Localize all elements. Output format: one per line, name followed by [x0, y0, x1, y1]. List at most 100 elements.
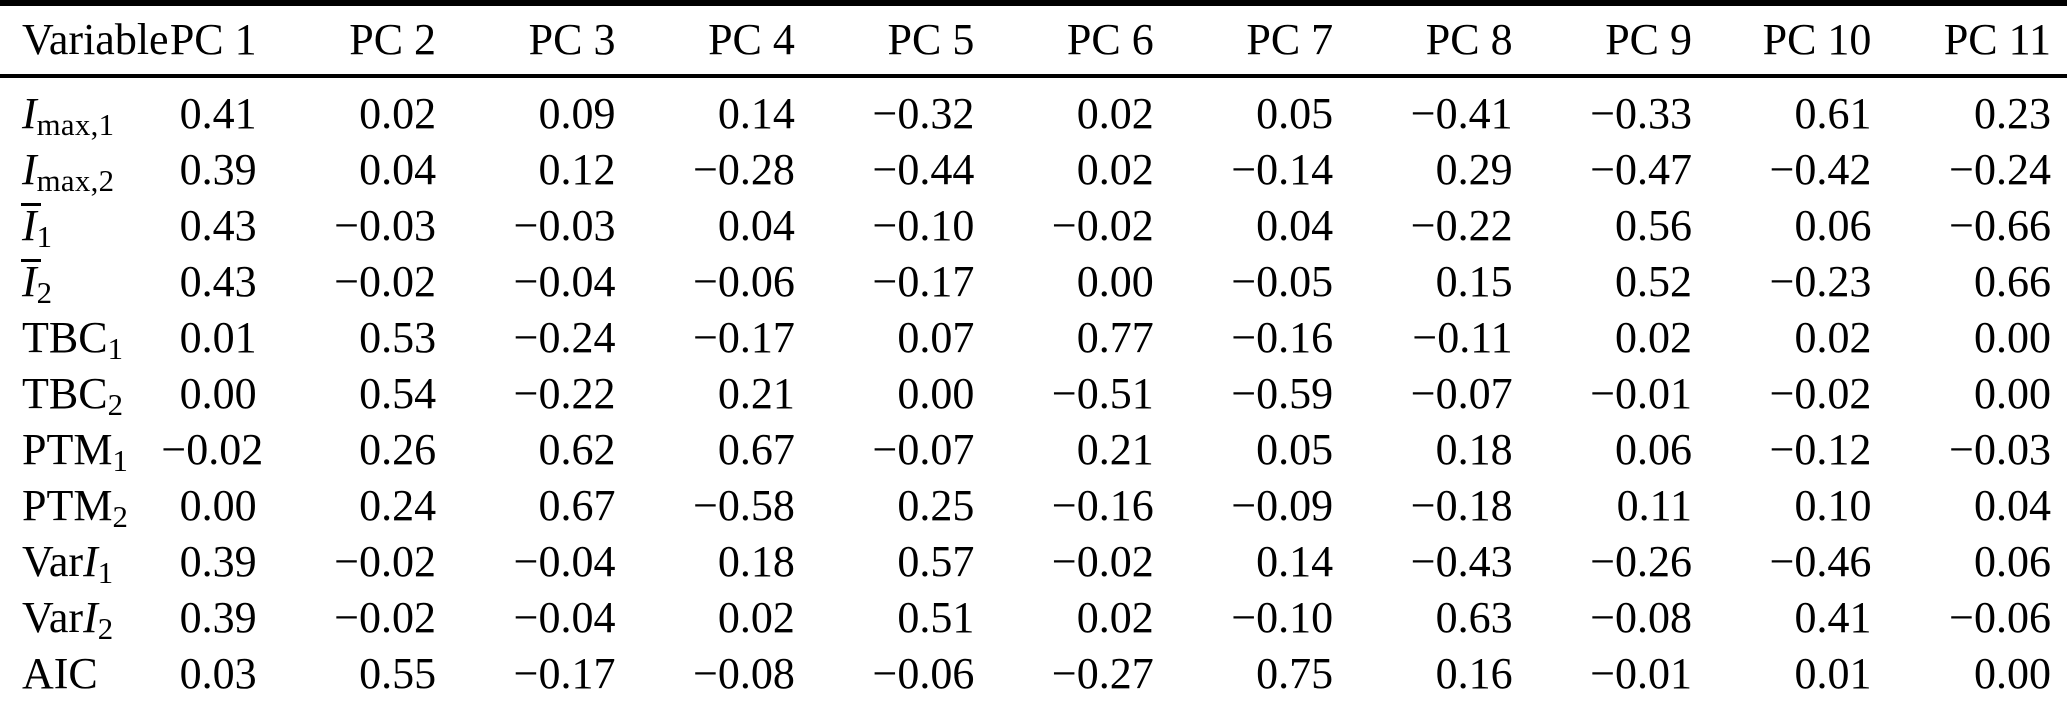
loading-value: 0.02 [1076, 145, 1154, 194]
variable-label-part: 2 [97, 611, 114, 646]
loading-value: 0.05 [1256, 425, 1334, 474]
loading-value: 0.10 [1794, 481, 1872, 530]
loading-value: −0.04 [513, 257, 616, 306]
variable-label: PTM2 [0, 478, 160, 534]
pc-column-header: PC 7 [1246, 15, 1334, 64]
loading-value: −0.44 [872, 145, 975, 194]
table-row: Imax,1 0.41 0.02 0.09 0.14 −0.32 0.02 0.05 −0.41… [0, 76, 2067, 142]
loading-value: 0.02 [717, 593, 795, 642]
loading-value: −0.02 [334, 537, 437, 586]
variable-label: Imax,1 [0, 76, 160, 142]
loading-value: −0.06 [1949, 593, 2051, 642]
loading-value: 0.57 [897, 537, 975, 586]
loading-value: 0.51 [897, 593, 975, 642]
loading-value: −0.07 [1410, 369, 1513, 418]
loading-value: 0.15 [1435, 257, 1513, 306]
loading-value: 0.77 [1076, 313, 1154, 362]
variable-label-part: I [22, 89, 37, 138]
loading-value: 0.39 [179, 145, 257, 194]
variable-label-part: 1 [36, 219, 53, 254]
loading-value: −0.10 [872, 201, 975, 250]
loading-value: 0.75 [1256, 649, 1334, 698]
variable-label-part: I [83, 537, 98, 586]
loading-value: 0.39 [179, 537, 257, 586]
variable-label-part: TBC [22, 313, 108, 362]
variable-label-part: 1 [107, 331, 124, 366]
loading-value: 0.12 [538, 145, 616, 194]
loading-value: 0.07 [897, 313, 975, 362]
loading-value: 0.24 [359, 481, 437, 530]
loading-value: −0.16 [1051, 481, 1154, 530]
loading-value: −0.03 [1949, 425, 2051, 474]
loading-value: 0.00 [179, 369, 257, 418]
variable-label: Imax,2 [0, 142, 160, 198]
pc-column-header: PC 2 [349, 15, 437, 64]
loading-value: 0.00 [897, 369, 975, 418]
variable-label-part: PTM [22, 425, 113, 474]
loading-value: −0.16 [1231, 313, 1334, 362]
loading-value: −0.09 [1231, 481, 1334, 530]
variable-label-part: max,1 [36, 107, 115, 142]
loading-value: −0.02 [1051, 537, 1154, 586]
loading-value: 0.00 [179, 481, 257, 530]
pc-column-header: PC 4 [708, 15, 795, 64]
loading-value: −0.01 [1590, 369, 1693, 418]
variable-label-part: PTM [22, 481, 113, 530]
loading-value: 0.02 [1794, 313, 1872, 362]
loading-value: −0.24 [513, 313, 616, 362]
variable-label-part: 1 [97, 555, 114, 590]
loading-value: 0.63 [1435, 593, 1513, 642]
loading-value: −0.22 [513, 369, 616, 418]
loading-value: 0.56 [1615, 201, 1693, 250]
loading-value: 0.52 [1615, 257, 1693, 306]
table-row: AIC 0.03 0.55 −0.17 −0.08 −0.06 −0.27 0.75 0.16 −… [0, 646, 2067, 704]
loading-value: 0.02 [1076, 593, 1154, 642]
loading-value: −0.41 [1410, 89, 1513, 138]
loading-value: 0.00 [1076, 257, 1154, 306]
variable-label: TBC2 [0, 366, 160, 422]
loading-value: −0.33 [1590, 89, 1693, 138]
variable-label: VarI2 [0, 590, 160, 646]
loading-value: 0.11 [1616, 481, 1693, 530]
loading-value: 0.55 [359, 649, 437, 698]
loading-value: 0.41 [179, 89, 257, 138]
loading-value: 0.05 [1256, 89, 1334, 138]
variable-label-part: 2 [36, 275, 53, 310]
loading-value: 0.67 [717, 425, 795, 474]
loading-value: −0.06 [872, 649, 975, 698]
pc-column-header: PC 9 [1605, 15, 1693, 64]
loading-value: 0.06 [1615, 425, 1693, 474]
loading-value: −0.08 [693, 649, 795, 698]
variable-label: TBC1 [0, 310, 160, 366]
loading-value: −0.24 [1949, 145, 2051, 194]
table-header: Variable PC 1 PC 2 PC 3 PC 4 PC 5 PC 6 PC 7 PC 8… [0, 3, 2067, 76]
variable-label-part: 1 [112, 443, 129, 478]
loading-value: −0.03 [513, 201, 616, 250]
loading-value: −0.28 [693, 145, 795, 194]
loading-value: 0.03 [179, 649, 257, 698]
loading-value: 0.14 [1256, 537, 1334, 586]
loading-value: 0.23 [1974, 89, 2051, 138]
pc-column-header: PC 11 [1943, 15, 2051, 64]
loading-value: −0.47 [1590, 145, 1693, 194]
loading-value: −0.22 [1410, 201, 1513, 250]
loading-value: 0.06 [1974, 537, 2051, 586]
loading-value: 0.26 [359, 425, 437, 474]
variable-label-part: I [22, 145, 37, 194]
pc-column-header: PC 8 [1425, 15, 1513, 64]
table-row: VarI2 0.39 −0.02 −0.04 0.02 0.51 0.02 −0.10 0.63… [0, 590, 2067, 646]
loading-value: −0.04 [513, 593, 616, 642]
loading-value: 0.16 [1435, 649, 1513, 698]
loading-value: 0.09 [538, 89, 616, 138]
loading-value: −0.17 [872, 257, 975, 306]
loading-value: −0.17 [513, 649, 616, 698]
variable-label: AIC [0, 646, 160, 704]
pc-column-header: PC 5 [887, 15, 975, 64]
table-row: PTM1 −0.02 0.26 0.62 0.67 −0.07 0.21 0.05 0.18 0.… [0, 422, 2067, 478]
loading-value: −0.18 [1410, 481, 1513, 530]
pc-column-header: PC 1 [169, 15, 257, 64]
loading-value: 0.06 [1794, 201, 1872, 250]
loading-value: −0.06 [693, 257, 795, 306]
